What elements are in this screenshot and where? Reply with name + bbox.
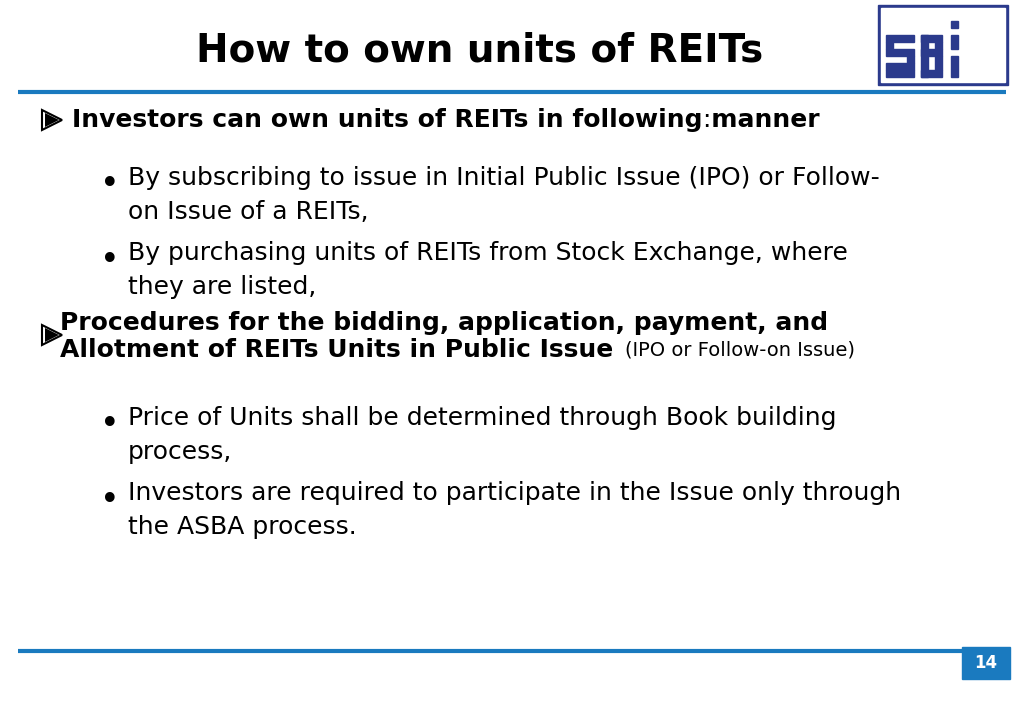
FancyBboxPatch shape (886, 49, 914, 56)
FancyBboxPatch shape (951, 56, 958, 77)
FancyBboxPatch shape (921, 70, 942, 77)
FancyBboxPatch shape (886, 35, 914, 42)
Text: •: • (100, 408, 120, 442)
FancyBboxPatch shape (886, 70, 914, 77)
FancyBboxPatch shape (951, 35, 958, 49)
FancyBboxPatch shape (935, 42, 942, 49)
Text: Allotment of REITs Units in Public Issue: Allotment of REITs Units in Public Issue (60, 338, 622, 362)
FancyBboxPatch shape (962, 647, 1010, 679)
Text: Price of Units shall be determined through Book building
process,: Price of Units shall be determined throu… (128, 406, 837, 464)
Text: How to own units of REITs: How to own units of REITs (197, 31, 764, 69)
FancyBboxPatch shape (878, 5, 1008, 85)
FancyBboxPatch shape (883, 10, 1002, 80)
Text: 14: 14 (975, 654, 997, 672)
FancyBboxPatch shape (921, 35, 942, 42)
Text: By subscribing to issue in Initial Public Issue (IPO) or Follow-
on Issue of a R: By subscribing to issue in Initial Publi… (128, 166, 880, 224)
Text: (IPO or Follow-on Issue): (IPO or Follow-on Issue) (625, 340, 855, 359)
Text: •: • (100, 484, 120, 516)
Text: •: • (100, 169, 120, 201)
Polygon shape (45, 328, 59, 342)
FancyBboxPatch shape (881, 8, 1005, 82)
Text: Procedures for the bidding, application, payment, and: Procedures for the bidding, application,… (60, 311, 828, 335)
FancyBboxPatch shape (921, 35, 928, 77)
Text: •: • (100, 243, 120, 277)
Text: Bi: Bi (941, 26, 984, 64)
FancyBboxPatch shape (886, 63, 914, 70)
Text: Investors can own units of REITs in following manner: Investors can own units of REITs in foll… (72, 108, 819, 132)
Text: S: S (910, 16, 946, 64)
FancyBboxPatch shape (935, 56, 942, 70)
FancyBboxPatch shape (921, 49, 942, 56)
FancyBboxPatch shape (907, 56, 914, 63)
Text: :: : (702, 108, 711, 132)
FancyBboxPatch shape (951, 21, 958, 28)
FancyBboxPatch shape (886, 42, 893, 49)
Polygon shape (45, 113, 59, 127)
Text: By purchasing units of REITs from Stock Exchange, where
they are listed,: By purchasing units of REITs from Stock … (128, 241, 848, 299)
Text: Investors are required to participate in the Issue only through
the ASBA process: Investors are required to participate in… (128, 481, 901, 540)
